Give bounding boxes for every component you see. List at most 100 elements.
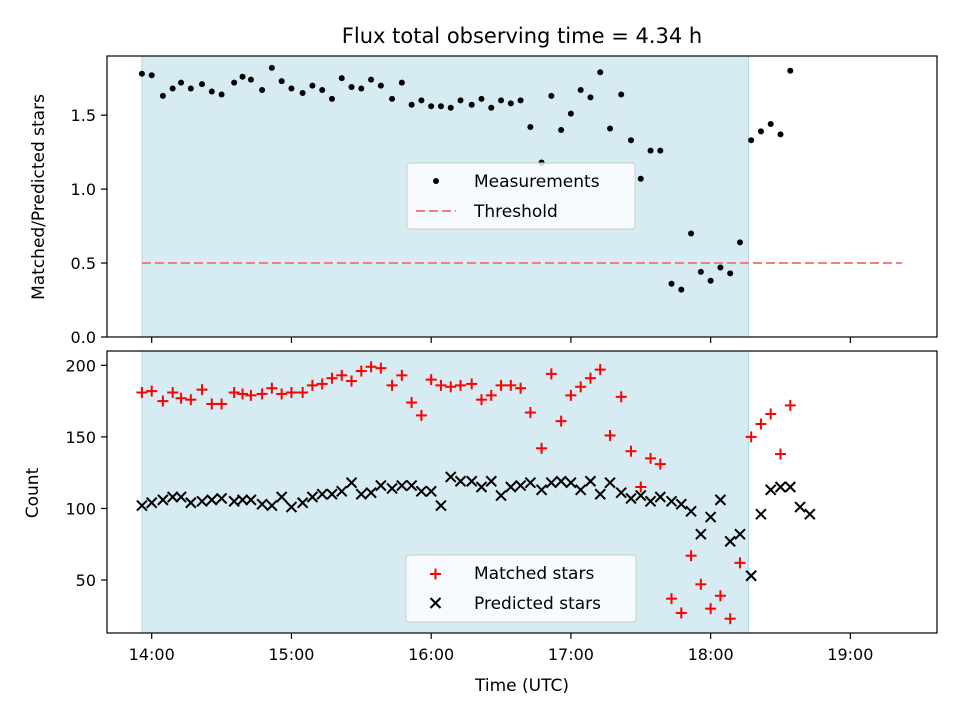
- data-point: [784, 481, 796, 493]
- data-point: [478, 95, 485, 102]
- data-point-b: [505, 481, 517, 493]
- data-point-b: [465, 475, 478, 487]
- bottom-y-tick-label: 150: [65, 428, 96, 447]
- data-point: [514, 479, 527, 492]
- data-point: [245, 494, 257, 506]
- data-point: [231, 79, 238, 86]
- data-point: [505, 481, 517, 493]
- data-point: [338, 75, 345, 82]
- data-point: [685, 505, 697, 518]
- data-point: [375, 479, 387, 492]
- bottom-y-axis-label: Count: [23, 467, 43, 518]
- data-point: [536, 442, 548, 454]
- data-point: [167, 387, 179, 399]
- bottom-y-tick-label: 100: [65, 499, 96, 518]
- data-point: [675, 498, 688, 510]
- data-point-b: [405, 479, 418, 492]
- data-point-b: [136, 499, 148, 512]
- data-point: [199, 81, 206, 88]
- data-point: [309, 82, 316, 89]
- data-point-b: [275, 491, 288, 503]
- data-point: [445, 381, 457, 393]
- data-point: [717, 264, 724, 271]
- top-y-tick-label: 1.0: [71, 180, 96, 199]
- x-tick-label: 17:00: [548, 645, 594, 664]
- data-point: [594, 364, 606, 376]
- bottom-y-tick-label: 200: [65, 356, 96, 375]
- data-point: [396, 479, 408, 492]
- top-legend: Measurements Threshold: [406, 162, 636, 230]
- data-point: [666, 593, 678, 605]
- data-point: [386, 379, 398, 391]
- data-point: [187, 85, 194, 92]
- data-point: [415, 409, 427, 421]
- legend-marker-measurements: [433, 178, 439, 184]
- top-y-axis-label: Matched/Predicted stars: [29, 94, 49, 300]
- data-point-b: [695, 528, 707, 540]
- data-point: [146, 385, 158, 397]
- data-point-b: [565, 476, 577, 489]
- x-tick-label: 18:00: [688, 645, 734, 664]
- data-point: [138, 70, 145, 77]
- data-point: [545, 368, 557, 380]
- data-point: [695, 528, 707, 540]
- data-point: [306, 491, 319, 503]
- data-point: [365, 487, 377, 499]
- data-point: [245, 389, 257, 401]
- data-point: [288, 85, 295, 92]
- data-point: [296, 497, 309, 509]
- data-point: [268, 64, 275, 71]
- data-point: [555, 415, 567, 427]
- data-point-b: [625, 492, 637, 505]
- data-point: [316, 378, 328, 390]
- data-point: [678, 286, 685, 293]
- data-point: [527, 123, 534, 130]
- data-point-b: [175, 491, 187, 503]
- data-point: [707, 277, 714, 284]
- data-point: [475, 481, 488, 493]
- bottom-y-tick-label: 50: [76, 571, 96, 590]
- data-point-b: [316, 488, 328, 500]
- data-point-b: [704, 511, 717, 523]
- data-point: [804, 508, 816, 520]
- data-point: [396, 369, 408, 381]
- top-y-tick-label: 0.5: [71, 254, 96, 273]
- data-point: [507, 100, 514, 107]
- legend-label-threshold: Threshold: [473, 202, 558, 222]
- data-point: [565, 389, 577, 401]
- data-point: [425, 374, 437, 386]
- data-point: [635, 481, 647, 493]
- data-point: [256, 498, 268, 510]
- data-point-b: [574, 484, 587, 496]
- data-point: [685, 550, 697, 562]
- data-point: [218, 91, 225, 98]
- data-point: [435, 499, 447, 512]
- data-point: [765, 484, 777, 496]
- data-point: [355, 365, 367, 377]
- data-point: [637, 175, 644, 182]
- data-point-b: [236, 494, 249, 506]
- data-point: [587, 94, 594, 101]
- data-point-b: [326, 488, 338, 500]
- data-point-b: [654, 491, 667, 503]
- data-point: [447, 104, 454, 111]
- data-point: [625, 492, 637, 505]
- data-point: [505, 379, 517, 391]
- data-point-b: [714, 494, 727, 506]
- data-point: [734, 557, 746, 569]
- data-point: [259, 87, 266, 94]
- data-point: [775, 448, 787, 460]
- bottom-series-0: [136, 361, 796, 625]
- data-point: [475, 394, 487, 406]
- data-point: [597, 69, 604, 76]
- data-point: [316, 488, 328, 500]
- x-tick-label: 15:00: [268, 645, 314, 664]
- data-point-b: [157, 494, 169, 506]
- data-point: [355, 488, 368, 500]
- data-point: [169, 85, 176, 92]
- data-point: [208, 88, 215, 95]
- data-point: [668, 280, 675, 287]
- data-point-b: [228, 495, 240, 508]
- data-point-b: [355, 488, 368, 500]
- data-point: [166, 491, 179, 503]
